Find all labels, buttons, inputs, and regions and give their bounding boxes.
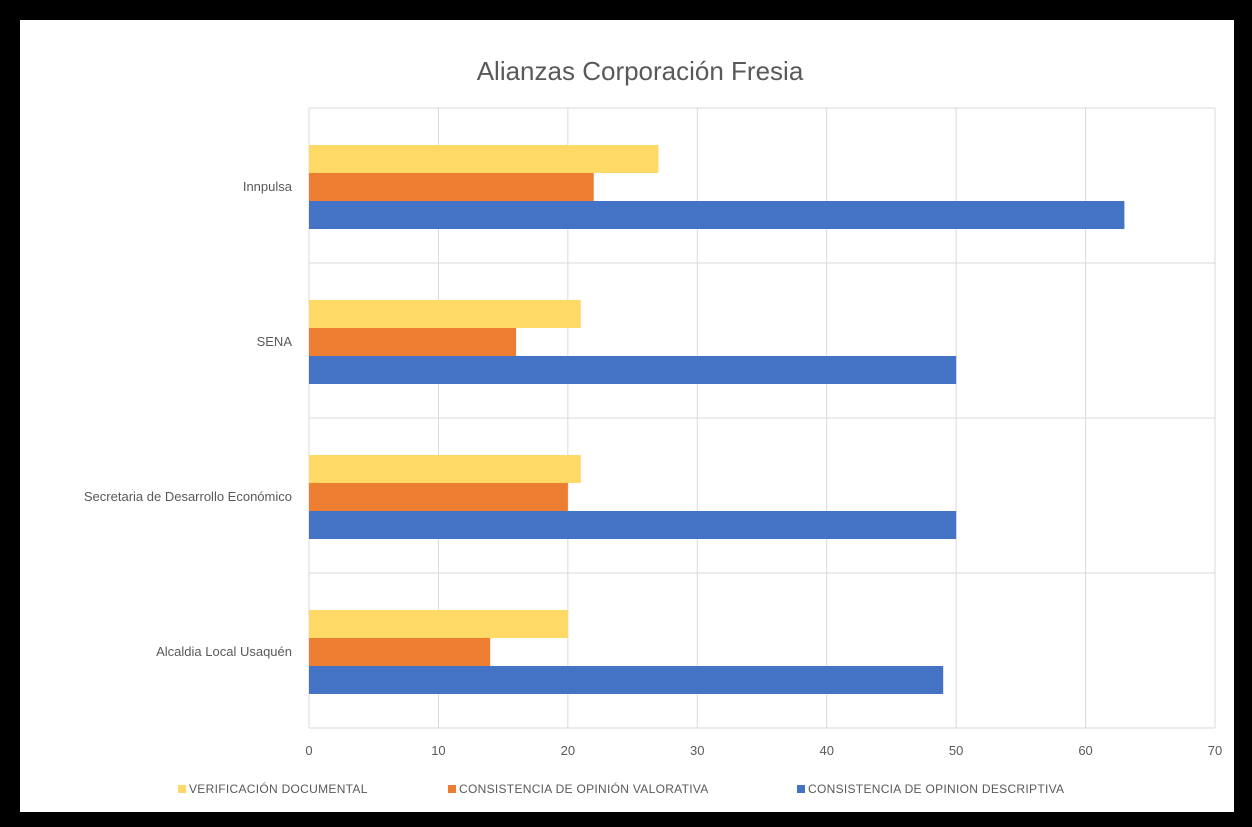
bar bbox=[309, 666, 944, 694]
legend-swatch bbox=[797, 785, 805, 793]
chart-title: Alianzas Corporación Fresia bbox=[477, 56, 804, 86]
legend-item: CONSISTENCIA DE OPINION DESCRIPTIVA bbox=[797, 782, 1064, 796]
x-tick-labels: 0 10 20 30 40 50 60 70 bbox=[305, 743, 1222, 758]
bar bbox=[309, 145, 659, 173]
legend-swatch bbox=[448, 785, 456, 793]
category-label: Secretaria de Desarrollo Económico bbox=[84, 489, 292, 504]
bar bbox=[309, 483, 568, 511]
bar bbox=[309, 511, 957, 539]
x-tick-label: 0 bbox=[305, 743, 312, 758]
legend-label: CONSISTENCIA DE OPINIÓN VALORATIVA bbox=[459, 781, 709, 796]
bar bbox=[309, 300, 581, 328]
x-tick-label: 50 bbox=[949, 743, 963, 758]
legend-item: CONSISTENCIA DE OPINIÓN VALORATIVA bbox=[448, 781, 709, 796]
legend-swatch bbox=[178, 785, 186, 793]
x-tick-label: 20 bbox=[561, 743, 575, 758]
category-label: SENA bbox=[257, 334, 293, 349]
x-tick-label: 30 bbox=[690, 743, 704, 758]
x-tick-label: 10 bbox=[431, 743, 445, 758]
category-label: Alcaldia Local Usaquén bbox=[156, 644, 292, 659]
x-tick-label: 40 bbox=[819, 743, 833, 758]
legend-item: VERIFICACIÓN DOCUMENTAL bbox=[178, 781, 368, 796]
legend: VERIFICACIÓN DOCUMENTAL CONSISTENCIA DE O… bbox=[178, 781, 1064, 796]
x-tick-label: 70 bbox=[1208, 743, 1222, 758]
legend-label: CONSISTENCIA DE OPINION DESCRIPTIVA bbox=[808, 782, 1064, 796]
bar bbox=[309, 638, 491, 666]
category-label: Innpulsa bbox=[243, 179, 293, 194]
category-labels: Innpulsa SENA Secretaria de Desarrollo Eco… bbox=[84, 179, 293, 659]
bar bbox=[309, 201, 1125, 229]
bar bbox=[309, 455, 581, 483]
bar bbox=[309, 173, 594, 201]
bar bbox=[309, 610, 568, 638]
x-tick-label: 60 bbox=[1078, 743, 1092, 758]
bar bbox=[309, 356, 957, 384]
legend-label: VERIFICACIÓN DOCUMENTAL bbox=[189, 781, 368, 796]
bar bbox=[309, 328, 517, 356]
bars bbox=[309, 145, 1125, 694]
